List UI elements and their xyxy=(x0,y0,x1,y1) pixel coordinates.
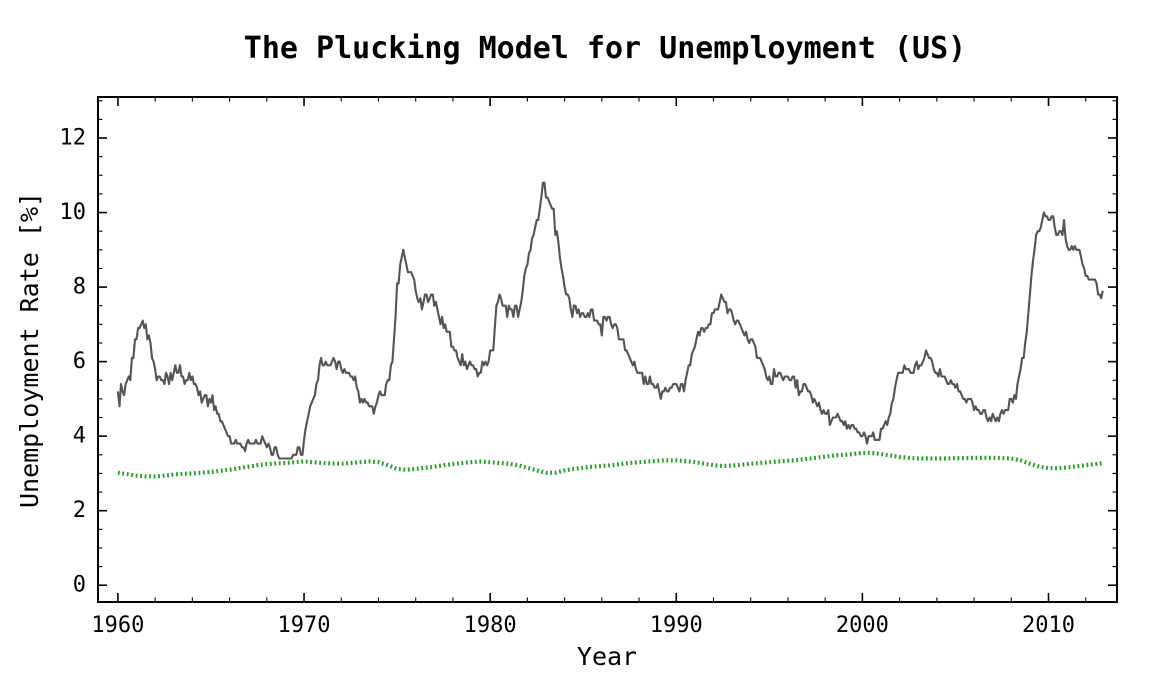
axis-ticks xyxy=(98,97,1117,602)
plot-frame xyxy=(97,96,1118,603)
chart-title: The Plucking Model for Unemployment (US) xyxy=(244,31,966,66)
tick-label: 10 xyxy=(60,200,87,225)
plucking-floor-series-line xyxy=(117,450,1105,479)
tick-label: 2010 xyxy=(1022,613,1075,638)
tick-label: 2 xyxy=(73,498,86,523)
tick-label: 12 xyxy=(60,125,87,150)
tick-label: 1990 xyxy=(650,613,703,638)
tick-label: 1980 xyxy=(464,613,517,638)
tick-label: 1960 xyxy=(91,613,144,638)
tick-label: 1970 xyxy=(278,613,331,638)
tick-label: 0 xyxy=(73,573,86,598)
data-series xyxy=(116,181,1105,479)
x-axis-label: Year xyxy=(577,642,637,671)
tick-label: 6 xyxy=(73,349,86,374)
tick-label: 4 xyxy=(73,424,86,449)
y-axis-label: Unemployment Rate [%] xyxy=(15,192,44,508)
axis-tick-labels: 1960 1970 1980 1990 2000 2010 0 2 4 6 8 10 12 xyxy=(60,125,1076,638)
tick-label: 2000 xyxy=(836,613,889,638)
tick-label: 8 xyxy=(73,275,86,300)
unemployment-series-line xyxy=(116,181,1104,460)
